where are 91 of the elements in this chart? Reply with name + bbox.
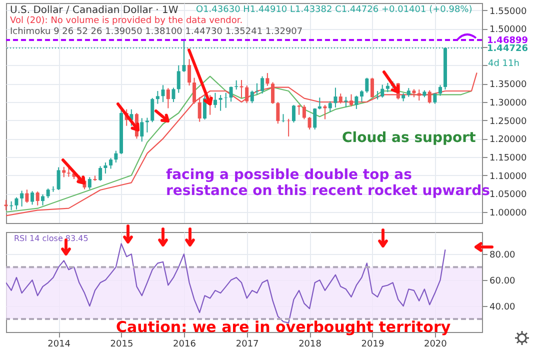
y-tick-label: 1.20000 [490, 135, 527, 146]
candlestick [36, 190, 40, 206]
candlestick [56, 166, 60, 190]
candlestick [46, 188, 50, 199]
candlestick [250, 90, 254, 104]
candlestick [114, 150, 118, 163]
chart-subtitle: O1.43630 H1.44910 L1.43382 C1.44726 +0.01401 (+0.98%) [196, 5, 472, 15]
annotation: Ichimoku 9 26 52 26 1.39050 1.38100 1.44730 1.35241 1.32907 [10, 27, 303, 37]
candlestick [161, 84, 165, 102]
candlestick [150, 97, 154, 123]
text: 4d 11h [488, 59, 520, 69]
candlestick [25, 189, 29, 204]
candlestick [276, 102, 280, 124]
ref-line-label: 1.44726 [487, 44, 528, 54]
y-tick-label: 1.05000 [490, 190, 527, 200]
x-tick-label: 2015 [110, 340, 134, 350]
y-tick-label: 1.25000 [490, 116, 527, 127]
candlestick [240, 80, 244, 98]
candlestick [318, 97, 322, 110]
y-tick-label: 60.00 [490, 276, 516, 287]
y-tick-label: 1.00000 [490, 208, 527, 218]
candlestick [354, 95, 358, 110]
candlestick [218, 94, 222, 112]
y-tick-label: 1.15000 [490, 154, 527, 164]
annotation: RSI 14 close 83.45 [14, 234, 88, 243]
candlestick [302, 104, 306, 120]
y-tick-label: 1.30000 [490, 98, 527, 108]
candlestick [224, 92, 228, 108]
candlestick [438, 84, 442, 96]
candlestick [14, 196, 18, 210]
candlestick [229, 86, 233, 102]
candlestick [338, 93, 342, 104]
x-tick-label: 2014 [48, 340, 71, 350]
candlestick [109, 158, 113, 170]
candlestick [417, 89, 421, 102]
candlestick [313, 108, 317, 130]
x-tick-label: 2019 [361, 340, 384, 350]
candlestick [20, 190, 24, 207]
candlestick [282, 114, 285, 123]
candlestick [365, 77, 369, 94]
candlestick [156, 90, 160, 104]
candlestick [172, 87, 176, 102]
y-tick-label: 1.35000 [490, 80, 527, 90]
candlestick [428, 90, 432, 104]
x-tick-label: 2018 [298, 340, 322, 350]
candlestick [88, 176, 92, 190]
candlestick [41, 194, 45, 206]
annotation: Vol (20): No volume is provided by the data vendor. [10, 16, 243, 26]
candlestick [271, 82, 275, 104]
candlestick [370, 77, 374, 98]
candlestick [328, 100, 332, 112]
candlestick [140, 118, 144, 142]
candlestick [188, 58, 192, 86]
candlestick [334, 87, 338, 108]
candlestick [266, 72, 270, 86]
candlestick [360, 90, 364, 102]
candlestick [292, 104, 296, 124]
candlestick [308, 116, 312, 130]
candlestick [344, 96, 348, 108]
annotation: Caution: we are in overbought territory [116, 318, 451, 336]
candlestick [386, 82, 390, 93]
annotation: facing a possible double top as resistance on this recent rocket upwards [166, 167, 490, 199]
candlestick [198, 96, 202, 122]
candlestick [260, 76, 264, 94]
candlestick [234, 80, 238, 90]
candlestick [433, 92, 437, 104]
y-tick-label: 80.00 [490, 250, 516, 261]
candlestick [350, 94, 354, 107]
y-tick-label: 1.10000 [490, 172, 527, 182]
y-tick-label: 1.50000 [490, 25, 527, 36]
candlestick [297, 104, 301, 116]
candlestick [62, 166, 66, 178]
candlestick [104, 162, 108, 174]
candlestick [166, 88, 170, 109]
candlestick [98, 166, 102, 182]
candlestick [245, 85, 249, 104]
y-tick-label: 40.00 [490, 302, 516, 313]
x-tick-label: 2020 [424, 340, 448, 350]
x-tick-label: 2017 [236, 340, 259, 350]
chart-title: U.S. Dollar / Canadian Dollar · 1W [10, 5, 178, 16]
candlestick [380, 84, 384, 98]
candlestick [213, 92, 217, 108]
y-tick-label: 1.55000 [490, 6, 527, 17]
annotation: Cloud as support [342, 130, 476, 146]
candlestick [192, 77, 196, 104]
candlestick [30, 190, 34, 206]
candlestick [4, 199, 8, 211]
candlestick [286, 118, 290, 137]
candlestick [145, 117, 149, 133]
candlestick [176, 64, 180, 94]
x-tick-label: 2016 [173, 340, 196, 350]
